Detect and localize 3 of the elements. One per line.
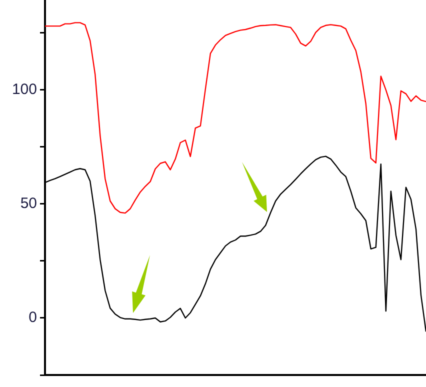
y-tick-label: 50 (20, 195, 37, 212)
y-tick-label: 100 (12, 81, 37, 98)
y-tick-label: 0 (28, 309, 37, 326)
